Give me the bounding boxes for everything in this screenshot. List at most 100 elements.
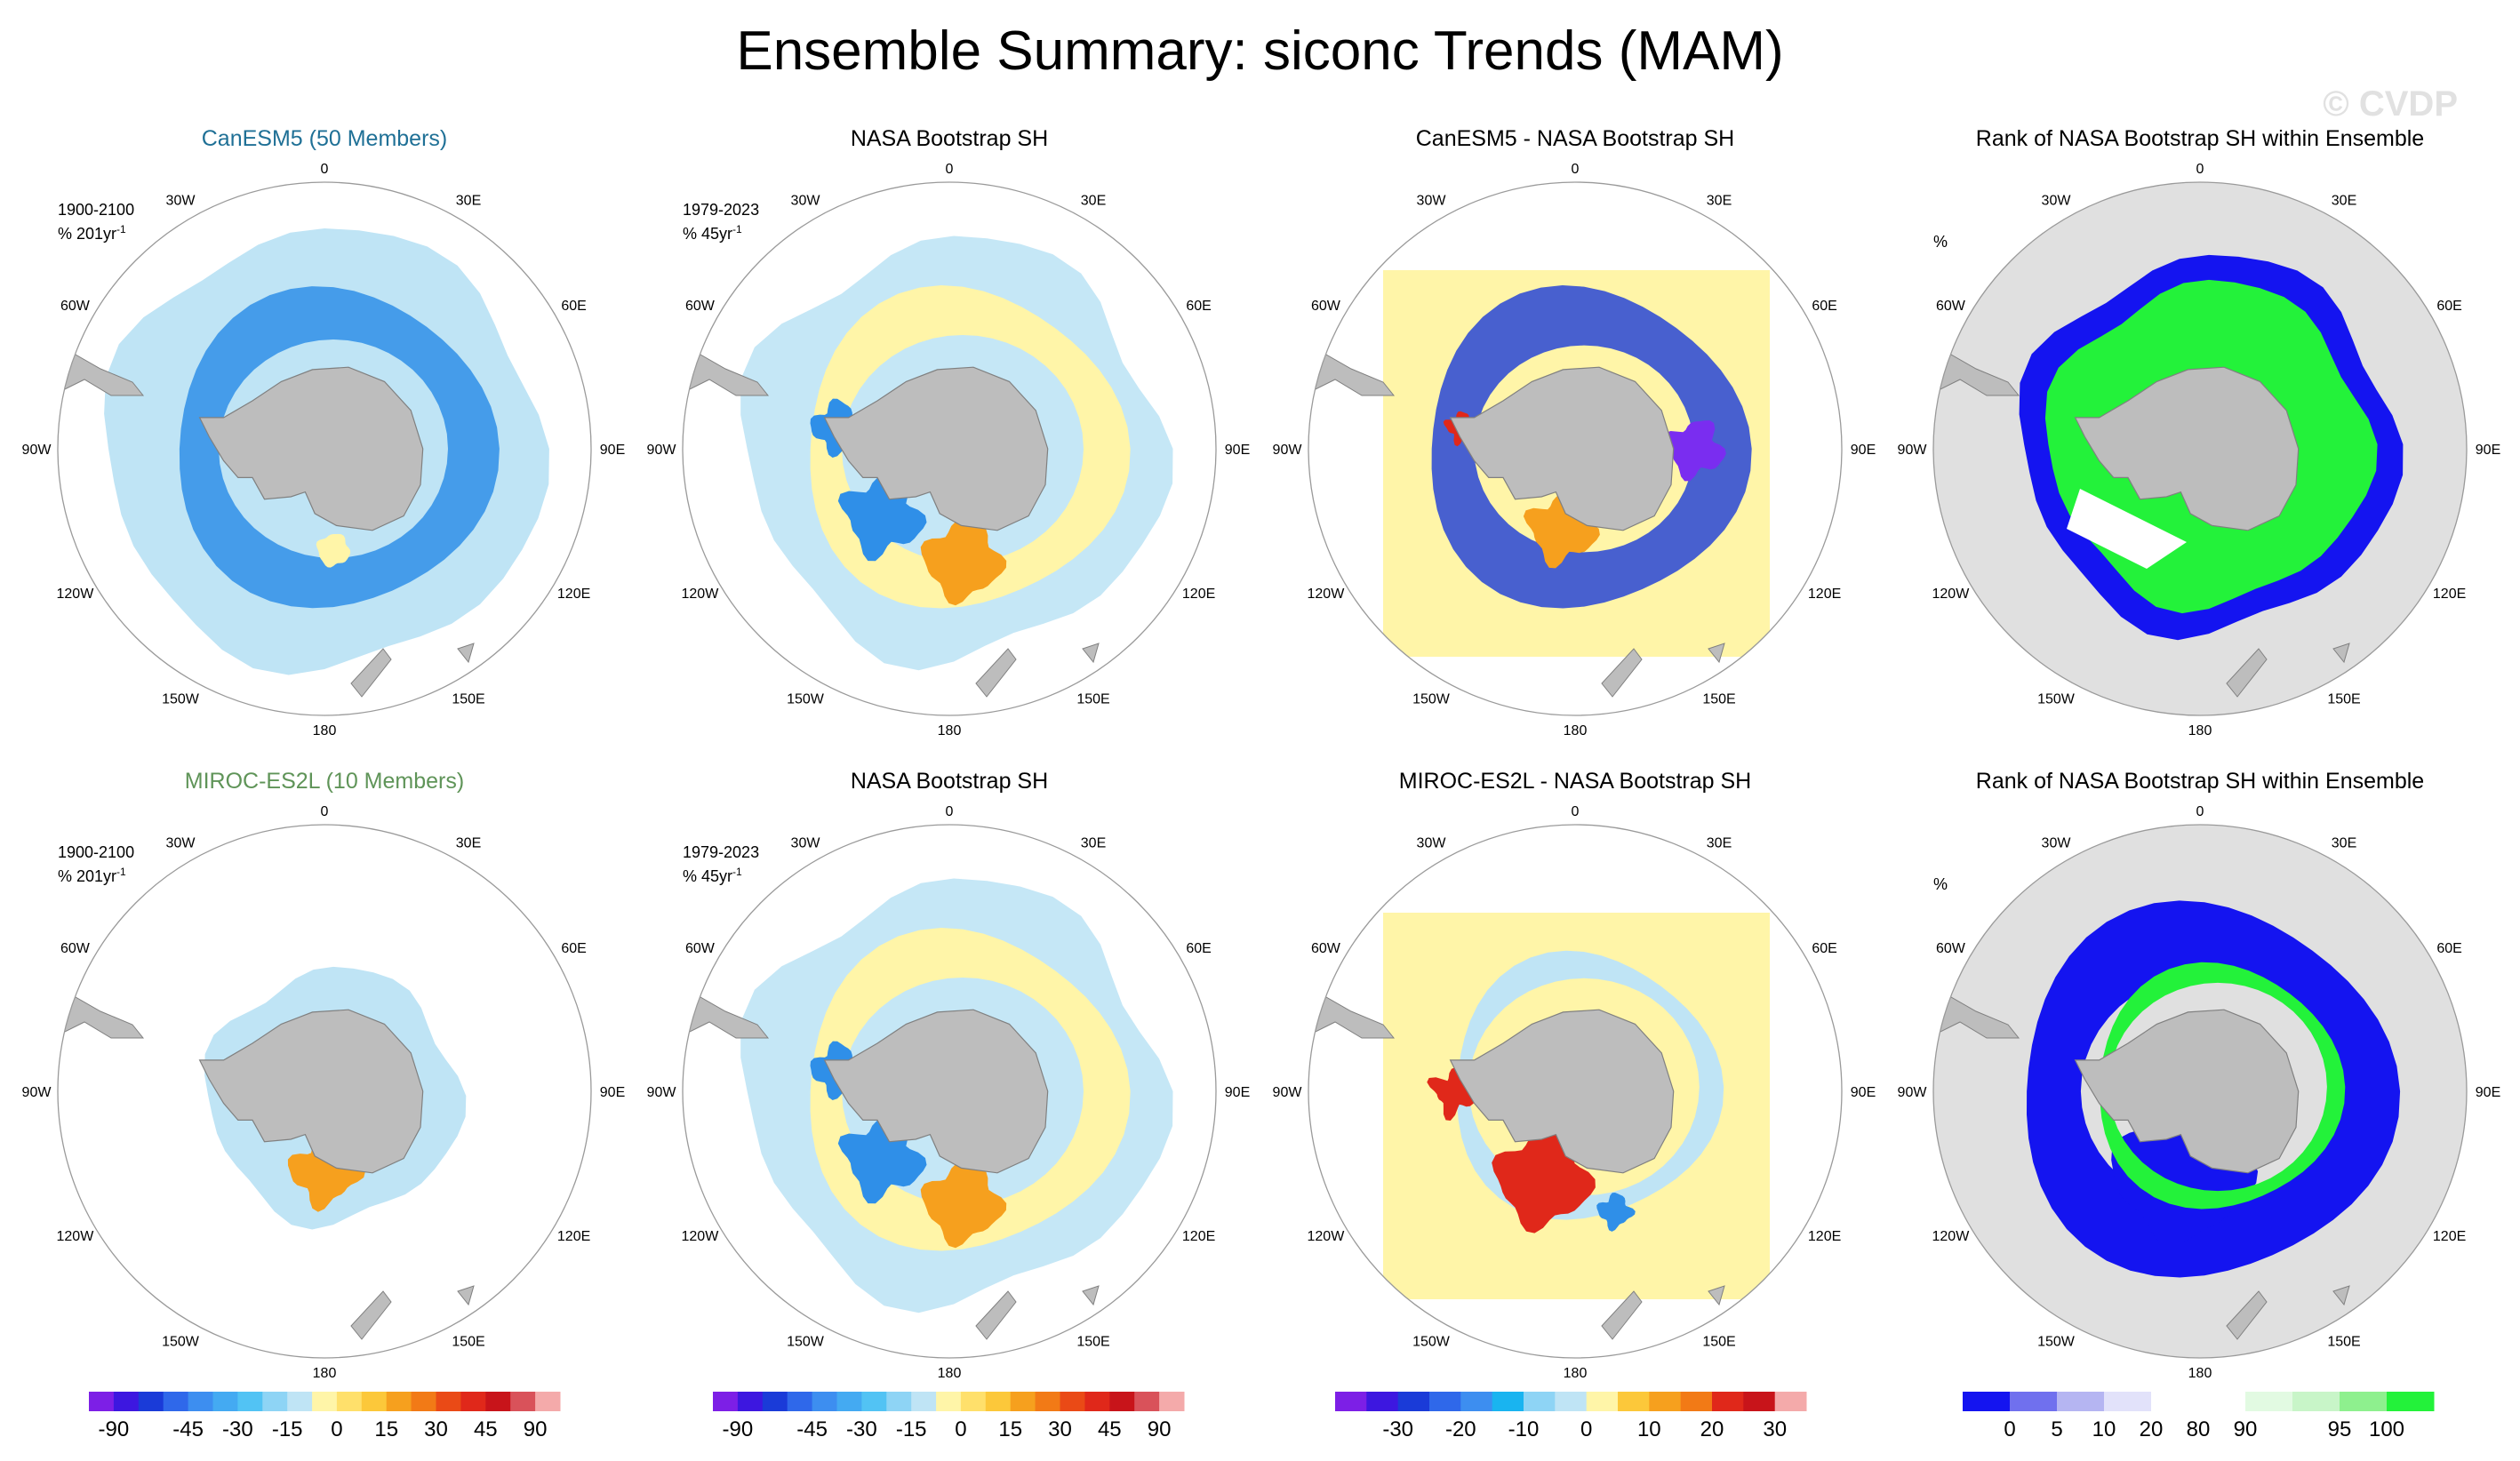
colorbar-swatch <box>188 1392 213 1411</box>
colorbar-tick-label: 45 <box>474 1417 498 1441</box>
longitude-label-60w: 60W <box>1936 941 1966 956</box>
period-label: 1979-2023 <box>683 843 760 861</box>
colorbar-swatch <box>163 1392 189 1411</box>
tasmania-landmass <box>2332 643 2350 664</box>
longitude-label-30w: 30W <box>166 835 196 850</box>
longitude-label-150w: 150W <box>1412 692 1451 707</box>
longitude-label-90w: 90W <box>647 443 677 458</box>
longitude-label-120e: 120E <box>1182 587 1215 602</box>
panel-title: Rank of NASA Bootstrap SH within Ensembl… <box>1975 126 2425 151</box>
units-text: % <box>1933 233 1948 251</box>
colorbar-swatch <box>1134 1392 1160 1411</box>
difference-negative-ring <box>1431 285 1752 609</box>
colorbar-swatch <box>1712 1392 1744 1411</box>
panel-title: NASA Bootstrap SH <box>850 126 1049 151</box>
polar-map-rank1: 0 30E 60E 90E 120E 150E 180 150W 120W 90W 60W 30W <box>1898 162 2501 738</box>
colorbar-swatch <box>1035 1392 1060 1411</box>
longitude-label-30e: 30E <box>456 193 481 208</box>
colorbar-tick-label: 15 <box>374 1417 398 1441</box>
longitude-label-60w: 60W <box>60 941 91 956</box>
units-label: % <box>1933 874 1948 894</box>
longitude-label-0: 0 <box>321 162 329 177</box>
colorbar-swatch <box>89 1392 115 1411</box>
panel-meta: 1979-2023% 45yr-1 <box>683 200 759 244</box>
colorbar-swatch <box>510 1392 536 1411</box>
longitude-label-0: 0 <box>946 162 954 177</box>
antarctica-landmass <box>2074 366 2300 531</box>
colorbar-tick-label: 10 <box>1637 1417 1661 1441</box>
period-label: 1979-2023 <box>683 201 760 219</box>
colorbar-difference: -30 -20 -10 0 10 20 30 <box>1335 1392 1807 1449</box>
longitude-label-90w: 90W <box>1273 1085 1303 1100</box>
colorbar-swatch <box>2292 1392 2340 1411</box>
units-text: % 201yr <box>58 867 117 885</box>
colorbar-swatch <box>836 1392 862 1411</box>
colorbar-tick-label: -15 <box>272 1417 303 1441</box>
longitude-label-120w: 120W <box>57 1229 95 1244</box>
difference-peninsula <box>1427 1067 1484 1121</box>
longitude-label-90e: 90E <box>600 1085 625 1100</box>
longitude-label-150e: 150E <box>1702 692 1735 707</box>
map-boundary <box>1932 181 2468 716</box>
tasmania-landmass <box>1082 1285 1100 1306</box>
units-text: % 45yr <box>683 867 733 885</box>
polar-map-diff2: 0 30E 60E 90E 120E 150E 180 150W 120W 90W 60W 30W <box>1273 804 1876 1381</box>
longitude-label-30w: 30W <box>1417 835 1447 850</box>
longitude-label-120e: 120E <box>1808 1229 1841 1244</box>
colorbar-swatch <box>713 1392 739 1411</box>
longitude-label-180: 180 <box>1564 1366 1588 1381</box>
colorbar-swatch <box>1460 1392 1493 1411</box>
longitude-label-30e: 30E <box>456 835 481 850</box>
units-exponent: -1 <box>116 866 126 878</box>
colorbar-tick-label: 90 <box>2234 1417 2258 1441</box>
map-boundary <box>682 824 1217 1359</box>
colorbar-swatch <box>2340 1392 2388 1411</box>
map-boundary <box>1308 181 1843 716</box>
longitude-label-0: 0 <box>321 804 329 819</box>
longitude-label-180: 180 <box>313 1366 337 1381</box>
longitude-label-180: 180 <box>2188 723 2212 738</box>
colorbar-swatch <box>911 1392 937 1411</box>
new-zealand-landmass <box>1601 648 1643 698</box>
longitude-label-60e: 60E <box>1812 299 1836 314</box>
panel-meta: % <box>1933 232 1948 251</box>
colorbar-swatch <box>936 1392 962 1411</box>
colorbar-swatch <box>1618 1392 1650 1411</box>
colorbar-swatch <box>287 1392 313 1411</box>
colorbar-tick-label: 20 <box>1700 1417 1724 1441</box>
longitude-label-150w: 150W <box>787 692 825 707</box>
colorbar-swatch <box>812 1392 837 1411</box>
longitude-label-120e: 120E <box>2433 587 2466 602</box>
colorbar-swatch <box>411 1392 436 1411</box>
new-zealand-landmass <box>975 648 1017 698</box>
colorbar-swatch <box>1680 1392 1713 1411</box>
longitude-label-150e: 150E <box>2327 692 2360 707</box>
longitude-label-180: 180 <box>1564 723 1588 738</box>
longitude-label-30e: 30E <box>2332 193 2356 208</box>
longitude-label-60w: 60W <box>685 299 716 314</box>
longitude-label-30w: 30W <box>1417 193 1447 208</box>
map-boundary <box>57 181 592 716</box>
colorbar-swatch <box>1109 1392 1135 1411</box>
units-label: % 201yr-1 <box>58 220 134 244</box>
colorbar-swatch <box>262 1392 288 1411</box>
longitude-label-120w: 120W <box>682 587 720 602</box>
longitude-label-90e: 90E <box>600 443 625 458</box>
south-america-landmass <box>1313 989 1396 1039</box>
longitude-label-180: 180 <box>938 723 962 738</box>
polar-map-model2: 0 30E 60E 90E 120E 150E 180 150W 120W 90W 60W 30W <box>22 804 626 1381</box>
colorbar-swatch <box>985 1392 1012 1411</box>
colorbar-tick-label: 90 <box>1148 1417 1172 1441</box>
new-zealand-landmass <box>350 648 392 698</box>
longitude-label-30e: 30E <box>2332 835 2356 850</box>
longitude-label-90e: 90E <box>1225 1085 1250 1100</box>
antarctica-landmass <box>823 1009 1049 1174</box>
trend-positive-patch <box>287 1133 365 1212</box>
colorbar-tick-label: 0 <box>2004 1417 2015 1441</box>
colorbar-swatch <box>960 1392 987 1411</box>
colorbar-tick-label: -90 <box>99 1417 130 1441</box>
tasmania-landmass <box>1708 1285 1725 1306</box>
new-zealand-landmass <box>2226 1290 2268 1340</box>
longitude-label-0: 0 <box>1572 804 1580 819</box>
colorbar-swatch <box>386 1392 412 1411</box>
